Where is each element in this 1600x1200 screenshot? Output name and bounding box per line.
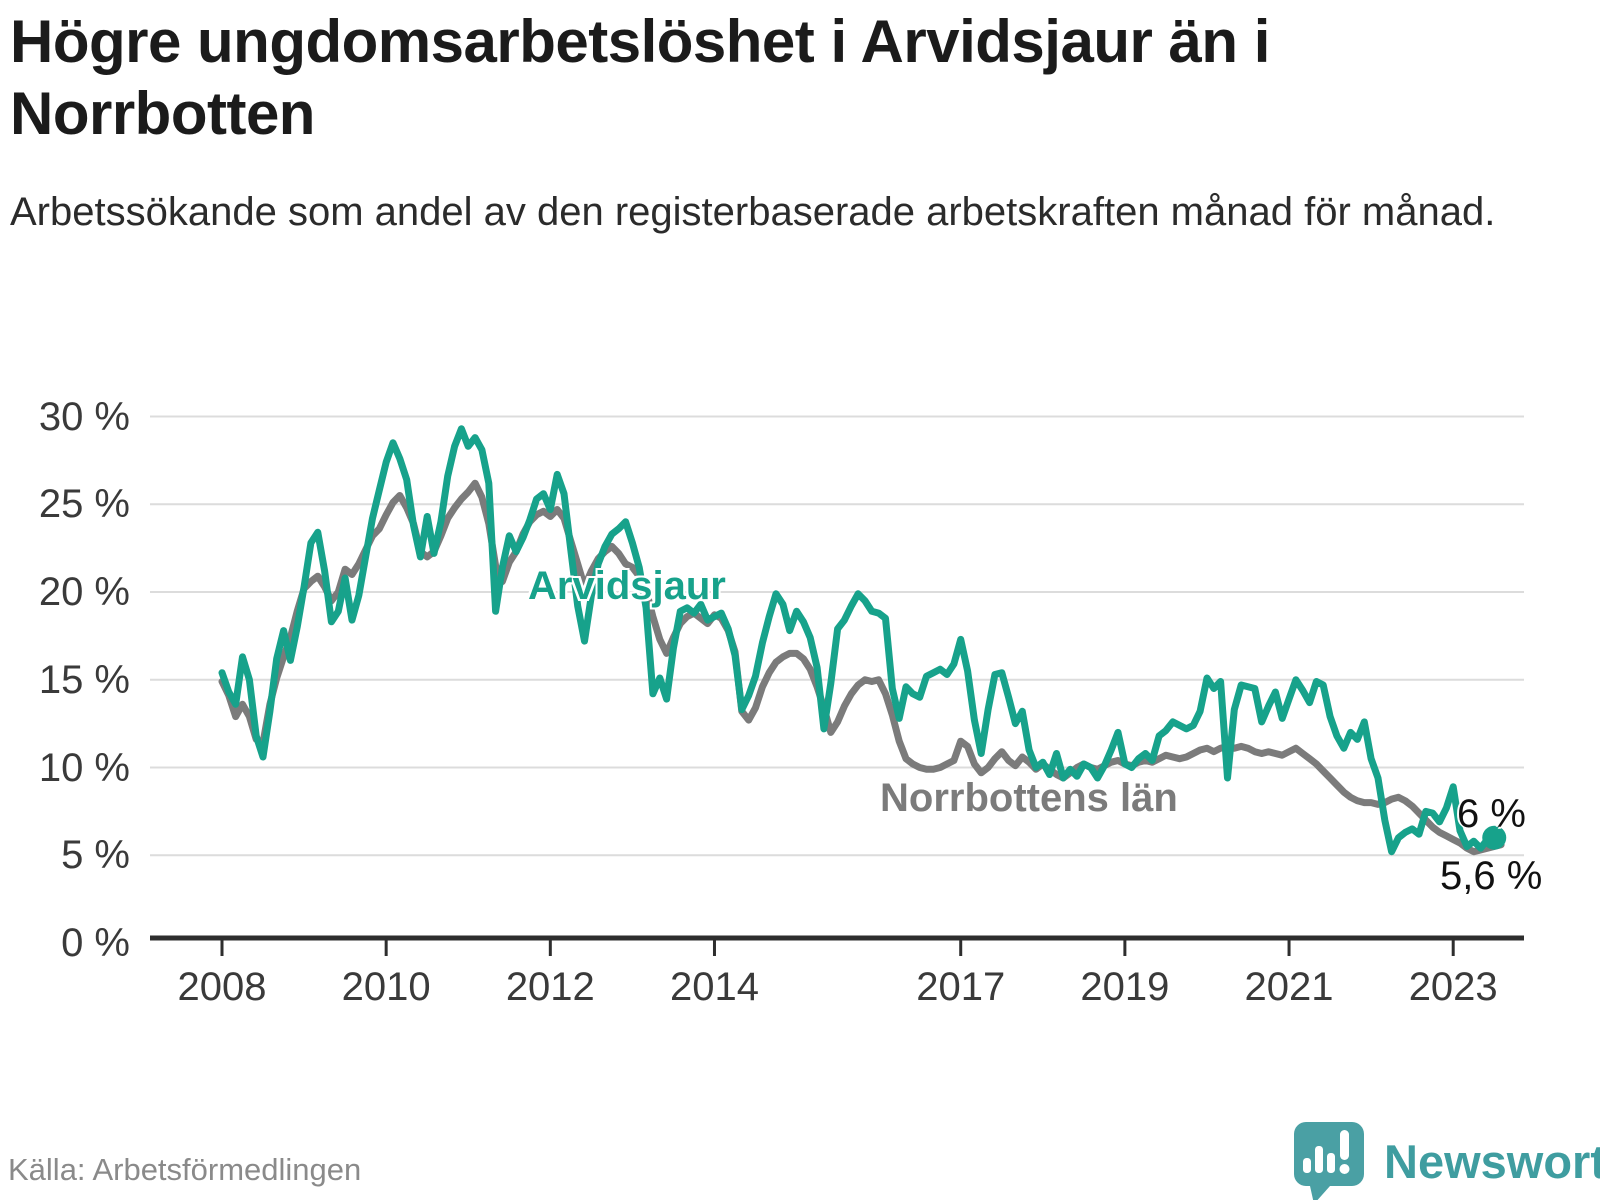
x-axis-tick-label-2010: 2010 — [341, 965, 431, 1009]
end-dot-arvidsjaur — [1482, 825, 1507, 850]
series-label-norrbotten: Norrbottens län — [880, 776, 1178, 820]
x-axis-tick-label-2012: 2012 — [505, 965, 595, 1009]
series-line-arvidsjaur — [218, 425, 1498, 856]
x-axis-tick-label-2008: 2008 — [177, 965, 267, 1009]
x-axis-tick-label-2014: 2014 — [669, 965, 759, 1009]
x-axis-tick-label-2019: 2019 — [1080, 965, 1170, 1009]
newsworthy-logo: Newsworthy — [1288, 1118, 1600, 1200]
y-axis-tick-label-25: 25 % — [38, 482, 130, 527]
x-axis-tick-label-2023: 2023 — [1408, 965, 1498, 1009]
y-axis-tick-label-30: 30 % — [38, 394, 130, 439]
y-axis-tick-label-20: 20 % — [38, 570, 130, 614]
y-axis-tick-label-15: 15 % — [38, 657, 130, 702]
y-axis-tick-label-0: 0 % — [61, 921, 130, 965]
x-axis-tick-label-2017: 2017 — [916, 965, 1006, 1009]
source-note: Källa: Arbetsförmedlingen — [8, 1152, 362, 1187]
x-axis-tick-label-2021: 2021 — [1244, 965, 1334, 1009]
end-value-label-norrbotten: 5,6 % — [1440, 854, 1543, 898]
y-axis-tick-label-10: 10 % — [38, 745, 130, 790]
end-value-label-arvidsjaur: 6 % — [1457, 792, 1526, 836]
newsworthy-logo-icon — [1294, 1122, 1364, 1200]
chart-subtitle: Arbetssökande som andel av den registerb… — [10, 190, 1496, 234]
series-label-arvidsjaur: Arvidsjaur — [528, 564, 726, 608]
page-title: Högre ungdomsarbetslöshet i Arvidsjaur ä… — [10, 8, 1270, 147]
newsworthy-logo-text: Newsworthy — [1384, 1135, 1600, 1188]
y-axis-tick-label-5: 5 % — [61, 833, 130, 878]
